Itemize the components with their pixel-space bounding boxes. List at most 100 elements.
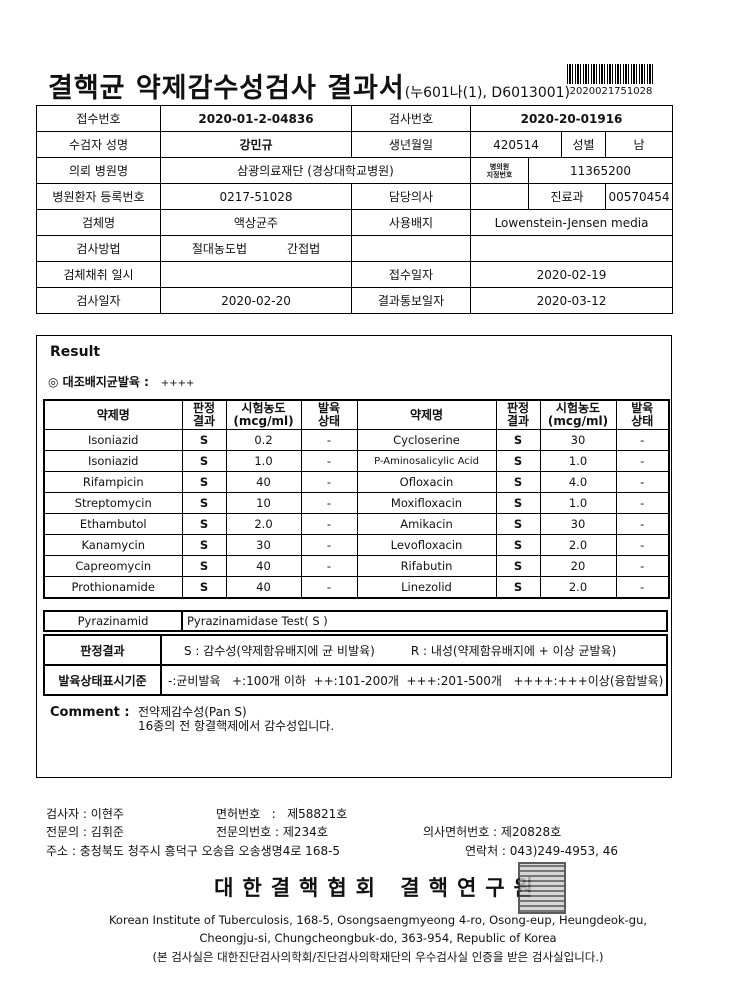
- criteria-s: S : 감수성(약제함유배지에 균 비발육): [184, 643, 375, 658]
- sex: 남: [605, 131, 673, 158]
- label: 접수일자: [351, 261, 471, 288]
- growth-status: -: [615, 534, 670, 556]
- label: 의뢰 병원명: [36, 157, 161, 184]
- drug-name: Isoniazid: [43, 429, 183, 451]
- barcode-icon: [567, 64, 655, 84]
- specialist: 전문의 : 김휘준: [46, 825, 124, 839]
- growth-status: -: [300, 534, 358, 556]
- drug-name: Kanamycin: [43, 534, 183, 556]
- form-code: (누601나(1), D6013001): [404, 85, 571, 101]
- label: 병원환자 등록번호: [36, 183, 161, 210]
- received-date: 2020-02-19: [470, 261, 673, 288]
- certification-note: (본 검사실은 대한진단검사의학회/진단검사의학재단의 우수검사실 인증을 받은…: [152, 950, 604, 964]
- drug-name: Moxifloxacin: [356, 492, 497, 514]
- judgement: S: [495, 576, 541, 599]
- comment-label: Comment :: [50, 705, 130, 720]
- drug-name: Streptomycin: [43, 492, 183, 514]
- growth-status: -: [615, 429, 670, 451]
- table-row: Rifampicin S 40- Ofloxacin S 4.0-: [43, 471, 670, 493]
- growth-label: 발육상태표시기준: [43, 664, 162, 696]
- specialist-no: 전문의번호 : 제234호: [216, 825, 328, 839]
- drug-name: Capreomycin: [43, 555, 183, 577]
- label: 결과통보일자: [351, 287, 471, 314]
- label: 진료과: [528, 183, 606, 210]
- test-date: 2020-02-20: [160, 287, 352, 314]
- test-no: 2020-20-01916: [470, 105, 673, 132]
- concentration: 1.0: [539, 492, 617, 514]
- growth-status: -: [300, 450, 358, 472]
- growth-status: -: [300, 555, 358, 577]
- growth-status: -: [615, 492, 670, 514]
- patient-name: 강민규: [160, 131, 352, 158]
- concentration: 30: [539, 513, 617, 535]
- pyrazinamide-row: Pyrazinamid Pyrazinamidase Test( S ): [43, 610, 668, 632]
- hospital-code-label: 병의원 지정번호: [470, 157, 529, 184]
- concentration: 10: [225, 492, 302, 514]
- judgement: S: [495, 534, 541, 556]
- receipt-no: 2020-01-2-04836: [160, 105, 352, 132]
- growth-status: -: [615, 576, 670, 599]
- drug-name: Ethambutol: [43, 513, 183, 535]
- method-absolute: 절대농도법: [191, 242, 248, 256]
- growth-status: -: [615, 450, 670, 472]
- hospital-name: 삼광의료재단 (경상대학교병원): [160, 157, 471, 184]
- growth-status: -: [615, 555, 670, 577]
- column-header: 약제명: [356, 399, 497, 430]
- judgement: S: [495, 450, 541, 472]
- judgement: S: [181, 534, 227, 556]
- result-section: [36, 335, 672, 778]
- concentration: 1.0: [225, 450, 302, 472]
- blank: [470, 235, 673, 262]
- judgement: S: [181, 555, 227, 577]
- english-address: Korean Institute of Tuberculosis, 168-5,…: [108, 913, 648, 927]
- address: 주소 : 충청북도 청주시 흥덕구 오송읍 오송생명4로 168-5: [46, 844, 341, 858]
- growth-scale: -:균비발육 +:100개 이하 ++:101-200개 +++:201-500…: [160, 664, 668, 696]
- concentration: 4.0: [539, 471, 617, 493]
- criteria-values: S : 감수성(약제함유배지에 균 비발육) R : 내성(약제함유배지에 + 이…: [160, 634, 668, 666]
- pza-value: Pyrazinamidase Test( S ): [181, 610, 668, 632]
- label: 검사일자: [36, 287, 161, 314]
- concentration: 1.0: [539, 450, 617, 472]
- drug-name: Levofloxacin: [356, 534, 497, 556]
- judgement: S: [181, 471, 227, 493]
- column-header: 판정 결과: [495, 399, 541, 430]
- concentration: 40: [225, 471, 302, 493]
- patient-reg-no: 0217-51028: [160, 183, 352, 210]
- table-row: Kanamycin S 30- Levofloxacin S 2.0-: [43, 534, 670, 556]
- drug-name: Cycloserine: [356, 429, 497, 451]
- tester: 검사자 : 이현주: [46, 807, 124, 821]
- column-header: 발육 상태: [300, 399, 358, 430]
- column-header: 발육 상태: [615, 399, 670, 430]
- patient-info-table: 접수번호 2020-01-2-04836 검사번호 2020-20-01916 …: [36, 105, 673, 314]
- judgement: S: [181, 513, 227, 535]
- seal-stamp-icon: [518, 862, 566, 914]
- judgement: S: [181, 576, 227, 599]
- judgement: S: [181, 492, 227, 514]
- drug-name: Rifampicin: [43, 471, 183, 493]
- column-header: 시험농도 (mcg/ml): [539, 399, 617, 430]
- column-header: 약제명: [43, 399, 183, 430]
- report-date: 2020-03-12: [470, 287, 673, 314]
- concentration: 40: [225, 555, 302, 577]
- drug-name: P-Aminosalicylic Acid: [356, 450, 497, 472]
- label: 사용배지: [351, 209, 471, 236]
- result-heading: Result: [50, 344, 101, 360]
- label: 수검자 성명: [36, 131, 161, 158]
- concentration: 2.0: [539, 576, 617, 599]
- label: 검사방법: [36, 235, 161, 262]
- criteria-r: R : 내성(약제함유배지에 + 이상 균발육): [410, 643, 617, 658]
- specimen: 액상균주: [160, 209, 352, 236]
- doctor: [470, 183, 529, 210]
- english-address: Cheongju-si, Chungcheongbuk-do, 363-954,…: [199, 931, 557, 945]
- table-row: Prothionamide S 40- Linezolid S 2.0-: [43, 576, 670, 599]
- method-indirect: 간접법: [287, 242, 321, 256]
- control-growth: ◎ 대조배지균발육 : ++++: [48, 373, 194, 390]
- blank: [351, 235, 471, 262]
- drug-name: Prothionamide: [43, 576, 183, 599]
- judgement: S: [495, 471, 541, 493]
- label: 검체명: [36, 209, 161, 236]
- growth-status: -: [300, 429, 358, 451]
- concentration: 40: [225, 576, 302, 599]
- label: 검사번호: [351, 105, 471, 132]
- table-row: Isoniazid S 0.2- Cycloserine S 30-: [43, 429, 670, 451]
